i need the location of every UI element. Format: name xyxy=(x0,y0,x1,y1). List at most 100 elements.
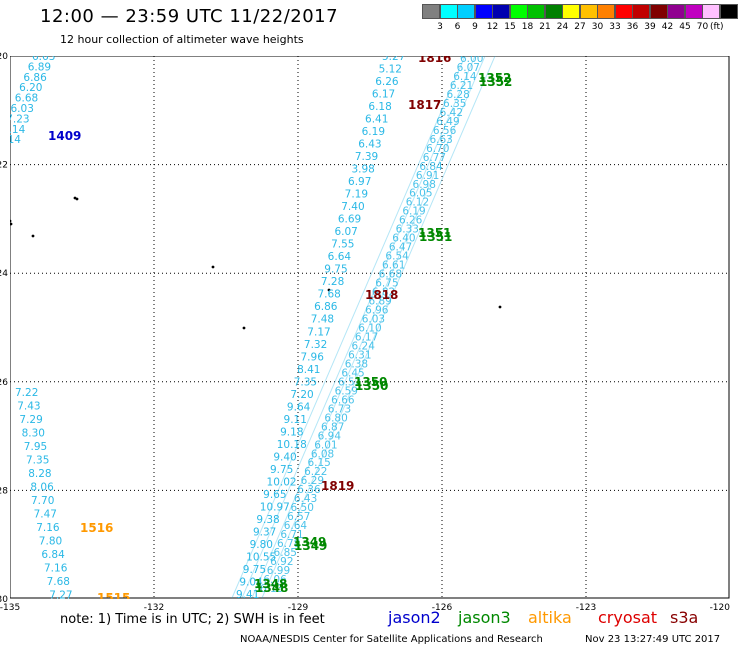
wave-height-value: 6.96 xyxy=(365,305,389,317)
pass-number-label: 1351 xyxy=(418,226,451,240)
wave-height-value: 6.36 xyxy=(297,484,321,496)
map-frame xyxy=(10,56,730,599)
footnote: note: 1) Time is in UTC; 2) SWH is in fe… xyxy=(60,612,325,627)
wave-height-value: 6.64 xyxy=(328,251,352,263)
wave-height-value: 7.68 xyxy=(47,576,70,588)
credit-line: NOAA/NESDIS Center for Satellite Applica… xyxy=(240,634,543,645)
pass-number-label: 1409 xyxy=(48,129,81,143)
pass-number-label: 1819 xyxy=(321,479,354,493)
pass-number-label: 1352 xyxy=(478,71,511,85)
wave-height-value: 6.15 xyxy=(307,457,330,469)
scale-swatch xyxy=(597,4,615,19)
wave-height-value: 7.23 xyxy=(10,113,30,125)
wave-height-value: 6.07 xyxy=(457,62,480,74)
pass-number-label: 1817 xyxy=(408,98,441,112)
satellite-ground-track xyxy=(231,56,466,599)
wave-height-value: 7.32 xyxy=(304,339,327,351)
wave-height-value: 6.21 xyxy=(450,80,473,92)
scale-swatch xyxy=(439,4,458,19)
wave-height-value: 6.41 xyxy=(365,114,388,126)
wave-height-value: 7.43 xyxy=(17,401,40,413)
scale-swatch xyxy=(422,4,440,19)
wave-height-value: 7.40 xyxy=(341,201,364,213)
wave-height-value: 7.29 xyxy=(19,414,42,426)
wave-height-value: 7.80 xyxy=(39,536,62,548)
scale-swatch xyxy=(702,4,720,19)
scale-swatch xyxy=(667,4,685,19)
island-marker xyxy=(498,305,502,309)
wave-height-value: 6.28 xyxy=(446,89,469,101)
wave-height-value: 6.45 xyxy=(341,367,364,379)
scale-label: 36 xyxy=(626,22,639,32)
scale-swatch xyxy=(527,4,545,19)
altimeter-map: 6.636.896.866.206.686.037.236.147.141409… xyxy=(10,56,730,599)
pass-number-label: 1352 xyxy=(479,75,512,89)
island-marker xyxy=(10,222,13,226)
wave-height-value: 9.41 xyxy=(236,589,259,599)
wave-height-value: 3.98 xyxy=(351,164,374,176)
map-axes: -135 -132 -129 -126 -123 -120 -20 -22 -24 -26 -28 -… xyxy=(0,52,730,613)
wave-height-value: 6.20 xyxy=(19,82,42,94)
wave-height-value: 6.31 xyxy=(348,349,371,361)
longitude-tick-label: -135 xyxy=(0,603,20,613)
wave-height-value: 6.50 xyxy=(291,502,314,514)
wave-height-value: 6.68 xyxy=(15,93,38,105)
pass-number-label: 1349 xyxy=(294,539,327,553)
wave-height-value: 6.70 xyxy=(426,143,449,155)
satellite-legend-item: cryosat xyxy=(598,608,658,627)
scale-swatch xyxy=(474,4,493,19)
wave-height-value: 6.49 xyxy=(436,116,459,128)
wave-height-value: 6.08 xyxy=(311,448,334,460)
pass-number-label: 1351 xyxy=(419,230,452,244)
scale-label: 6 xyxy=(454,22,461,32)
wave-height-value: 8.41 xyxy=(297,364,320,376)
wave-height-value: 6.10 xyxy=(358,322,381,334)
pass-number-label: 1350 xyxy=(354,375,387,389)
scale-swatch xyxy=(614,4,633,19)
wave-height-value: 6.40 xyxy=(392,233,415,245)
wave-height-value: 6.63 xyxy=(429,134,452,146)
scale-label: 15 xyxy=(504,22,516,32)
pass-number-label: 1816 xyxy=(418,56,451,65)
wave-height-value: 6.17 xyxy=(372,89,395,101)
wave-height-value: 6.26 xyxy=(375,76,399,88)
satellite-legend-item: jason2 xyxy=(388,608,441,627)
scale-swatch xyxy=(684,4,703,19)
wave-height-value: 7.20 xyxy=(290,389,313,401)
generated-timestamp: Nov 23 13:27:49 UTC 2017 xyxy=(585,634,721,645)
scale-swatch xyxy=(649,4,668,19)
wave-height-value: 10.97 xyxy=(260,501,290,513)
wave-height-value: 6.89 xyxy=(368,296,391,308)
wave-height-value: 6.84 xyxy=(419,161,443,173)
satellite-legend-item: altika xyxy=(528,608,572,627)
wave-height-value: 6.64 xyxy=(284,520,308,532)
wave-height-value: 6.07 xyxy=(334,226,357,238)
island-marker xyxy=(75,197,79,201)
scale-label: 39 xyxy=(644,22,656,32)
wave-height-value: 9.40 xyxy=(273,451,296,463)
scale-label: 12 xyxy=(486,22,499,32)
pass-number-label: 1348 xyxy=(254,577,287,591)
wave-height-value: 6.52 xyxy=(338,376,361,388)
wave-height-value: 9.65 xyxy=(263,489,286,501)
pass-number-label: 1349 xyxy=(293,535,326,549)
wave-height-value: 6.61 xyxy=(382,260,405,272)
wave-height-value: 6.68 xyxy=(379,269,402,281)
wave-height-value: 7.48 xyxy=(311,314,334,326)
island-marker xyxy=(10,219,12,223)
wave-height-value: 6.86 xyxy=(23,72,47,84)
wave-height-value: 6.29 xyxy=(301,475,324,487)
wave-height-value: 9.64 xyxy=(287,401,311,413)
scale-unit: (ft) xyxy=(710,22,724,32)
wave-height-value: 7.96 xyxy=(301,351,325,363)
wave-height-value: 6.75 xyxy=(375,278,398,290)
wave-height-value: 6.97 xyxy=(348,176,371,188)
wave-height-value: 6.01 xyxy=(314,439,337,451)
scale-label: 24 xyxy=(556,22,569,32)
wave-height-value: 6.19 xyxy=(362,126,385,138)
wave-height-value: 6.92 xyxy=(270,556,293,568)
latitude-tick-label: -30 xyxy=(0,595,8,605)
island-marker xyxy=(327,288,331,292)
altimeter-tracks xyxy=(231,56,496,599)
wave-height-value: 9.75 xyxy=(243,564,266,576)
